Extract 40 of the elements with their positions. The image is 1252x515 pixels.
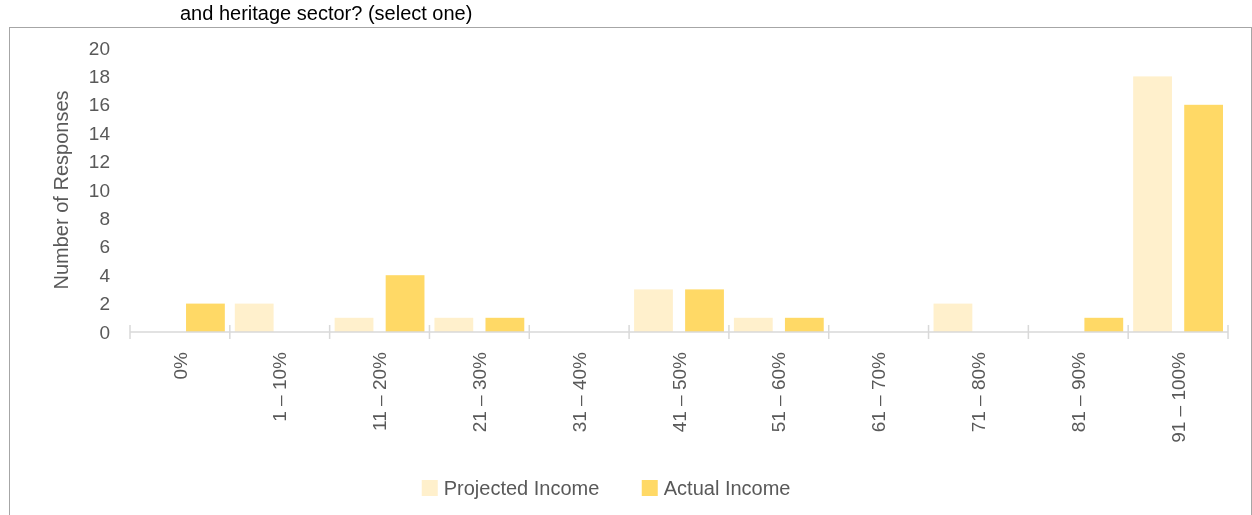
legend-label: Projected Income <box>443 477 600 499</box>
bar <box>634 289 673 332</box>
bar <box>685 289 724 332</box>
y-tick-label: 16 <box>88 94 110 116</box>
bar <box>186 303 225 332</box>
x-tick-label: 21 – 30% <box>469 351 491 433</box>
x-tick-label: 31 – 40% <box>568 351 590 433</box>
bar <box>385 275 425 332</box>
y-tick-label: 0 <box>99 321 110 343</box>
bar <box>485 317 525 332</box>
x-tick-label: 41 – 50% <box>668 351 690 433</box>
x-tick-label: 71 – 80% <box>968 351 990 433</box>
bar <box>733 317 773 332</box>
bar <box>1084 317 1124 332</box>
y-tick-label: 10 <box>88 179 110 201</box>
bar <box>1133 76 1172 332</box>
y-tick-label: 2 <box>99 293 110 315</box>
x-tick-label: 61 – 70% <box>868 351 890 433</box>
x-tick-label: 81 – 90% <box>1067 351 1089 433</box>
y-tick-label: 8 <box>99 208 110 230</box>
bar <box>334 317 374 332</box>
x-tick-label: 91 – 100% <box>1167 351 1189 443</box>
bar <box>234 303 274 332</box>
bar <box>933 303 973 332</box>
bar <box>1184 104 1224 332</box>
x-tick-label: 51 – 60% <box>768 351 790 433</box>
legend-label: Actual Income <box>663 477 791 499</box>
chart-title: and heritage sector? (select one) <box>180 2 473 24</box>
y-tick-label: 12 <box>88 151 110 173</box>
x-tick-label: 1 – 10% <box>269 351 291 422</box>
x-tick-label: 11 – 20% <box>369 351 391 431</box>
x-tick-label: 0% <box>169 351 191 380</box>
bar <box>784 317 824 332</box>
y-tick-label: 20 <box>88 37 110 59</box>
y-axis-title: Number of Responses <box>50 90 72 290</box>
y-tick-label: 6 <box>99 236 110 258</box>
y-tick-label: 4 <box>99 264 111 286</box>
y-tick-label: 18 <box>88 66 110 88</box>
y-tick-label: 14 <box>88 122 111 144</box>
bar <box>434 317 474 332</box>
